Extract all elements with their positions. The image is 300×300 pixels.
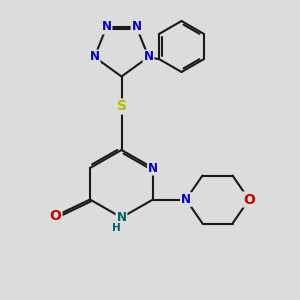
Text: O: O — [50, 209, 61, 223]
Text: S: S — [116, 100, 127, 113]
Text: N: N — [131, 20, 142, 34]
Text: N: N — [143, 50, 154, 64]
Text: N: N — [181, 193, 191, 206]
Text: N: N — [116, 211, 127, 224]
Text: N: N — [89, 50, 100, 64]
Text: O: O — [243, 193, 255, 206]
Text: H: H — [112, 223, 121, 233]
Text: N: N — [101, 20, 112, 34]
Text: N: N — [148, 161, 158, 175]
